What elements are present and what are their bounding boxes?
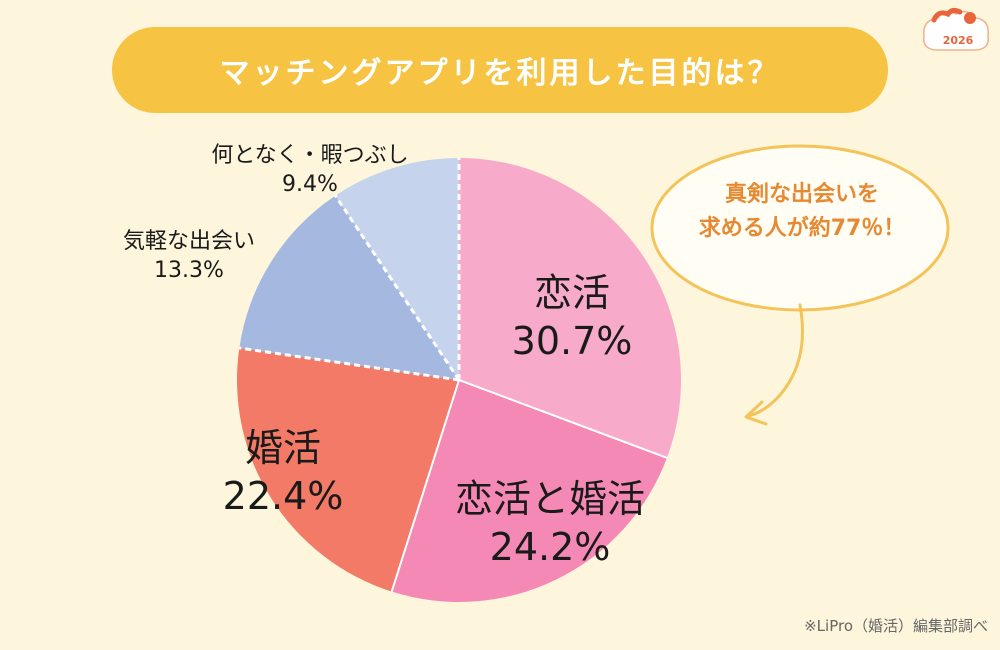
slice-label-3: 気軽な出会い 13.3% — [94, 228, 284, 285]
slice-label-0: 恋活 30.7% — [487, 270, 657, 365]
year-badge-icon: 2026 — [923, 7, 989, 51]
badge-year-text: 2026 — [943, 34, 974, 47]
source-note: ※LiPro（婚活）編集部調べ — [804, 617, 988, 635]
pie-slice-0 — [459, 158, 681, 458]
slice-value-4: 9.4% — [282, 171, 338, 197]
slice-value-1: 24.2% — [489, 524, 611, 569]
chart-title: マッチングアプリを利用した目的は？ — [219, 56, 781, 91]
pie-slice-1 — [391, 380, 667, 602]
slice-label-2: 婚活 22.4% — [203, 425, 363, 520]
slice-name-2: 婚活 — [244, 426, 321, 470]
slice-separator-1 — [458, 379, 668, 459]
slice-value-0: 30.7% — [511, 318, 633, 363]
callout-arrow — [746, 303, 804, 418]
slice-separator-3 — [239, 346, 460, 382]
slice-name-0: 恋活 — [533, 271, 610, 315]
slice-separators — [239, 158, 668, 592]
pie-slices — [237, 158, 681, 602]
callout-line-1: 真剣な出会いを — [724, 182, 879, 207]
pie-slice-4 — [335, 158, 459, 380]
slice-value-2: 22.4% — [222, 473, 344, 518]
callout-text: 真剣な出会いを 求める人が約77％！ — [662, 178, 942, 246]
slice-label-1: 恋活と婚活 24.2% — [435, 476, 665, 571]
callout-arrowhead — [744, 400, 768, 426]
slice-separator-4 — [334, 194, 461, 381]
pie-slice-3 — [239, 195, 459, 380]
slice-name-1: 恋活と婚活 — [454, 477, 645, 521]
slice-value-3: 13.3% — [154, 257, 224, 283]
slice-label-4: 何となく・暇つぶし 9.4% — [186, 142, 434, 199]
slice-separator-2 — [390, 379, 460, 592]
pie-slice-2 — [237, 348, 459, 592]
slice-name-3: 気軽な出会い — [122, 229, 255, 254]
title-banner: マッチングアプリを利用した目的は？ — [112, 27, 888, 113]
callout-line-2: 求める人が約77％！ — [698, 216, 906, 242]
slice-name-4: 何となく・暇つぶし — [211, 143, 409, 168]
